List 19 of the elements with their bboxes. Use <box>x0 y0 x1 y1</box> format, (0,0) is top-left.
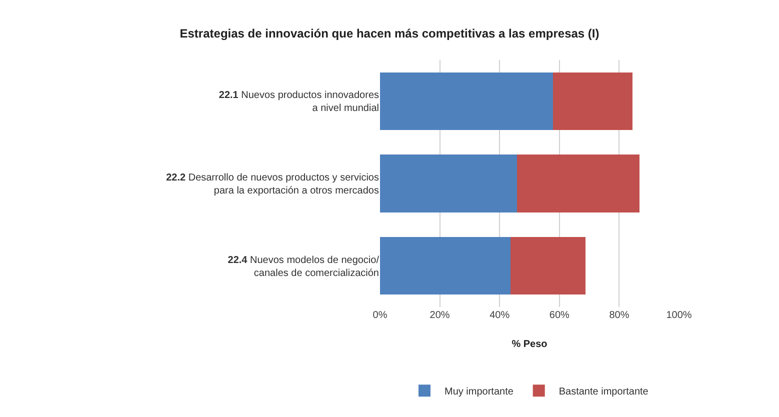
x-tick-label: 0% <box>372 310 388 321</box>
legend-label: Bastante importante <box>558 386 649 398</box>
legend-label: Muy importante <box>444 386 514 398</box>
x-tick-label: 40% <box>490 310 510 321</box>
y-tick-label: 22.4 Nuevos modelos de negocio/ canales de comercialización <box>228 254 380 279</box>
bar <box>380 237 511 295</box>
y-tick-label: 22.1 Nuevos productos innovadores a nivel mundial <box>218 90 379 114</box>
x-tick-label: 20% <box>430 310 450 321</box>
bar <box>380 154 517 212</box>
x-tick-label: 100% <box>666 310 692 321</box>
chart-title: Estrategias de innovación que hacen más competitivas a las empresas (I) <box>180 26 600 41</box>
bar <box>553 72 633 130</box>
bar <box>380 72 554 130</box>
y-tick-label: 22.2 Desarrollo de nuevos productos y servicios para la exportación a otros mercados <box>166 172 379 196</box>
bar <box>516 154 640 212</box>
x-tick-label: 80% <box>609 310 630 321</box>
x-axis-title: % Peso <box>512 339 548 350</box>
bar <box>510 237 586 295</box>
x-tick-label: 60% <box>549 310 570 321</box>
